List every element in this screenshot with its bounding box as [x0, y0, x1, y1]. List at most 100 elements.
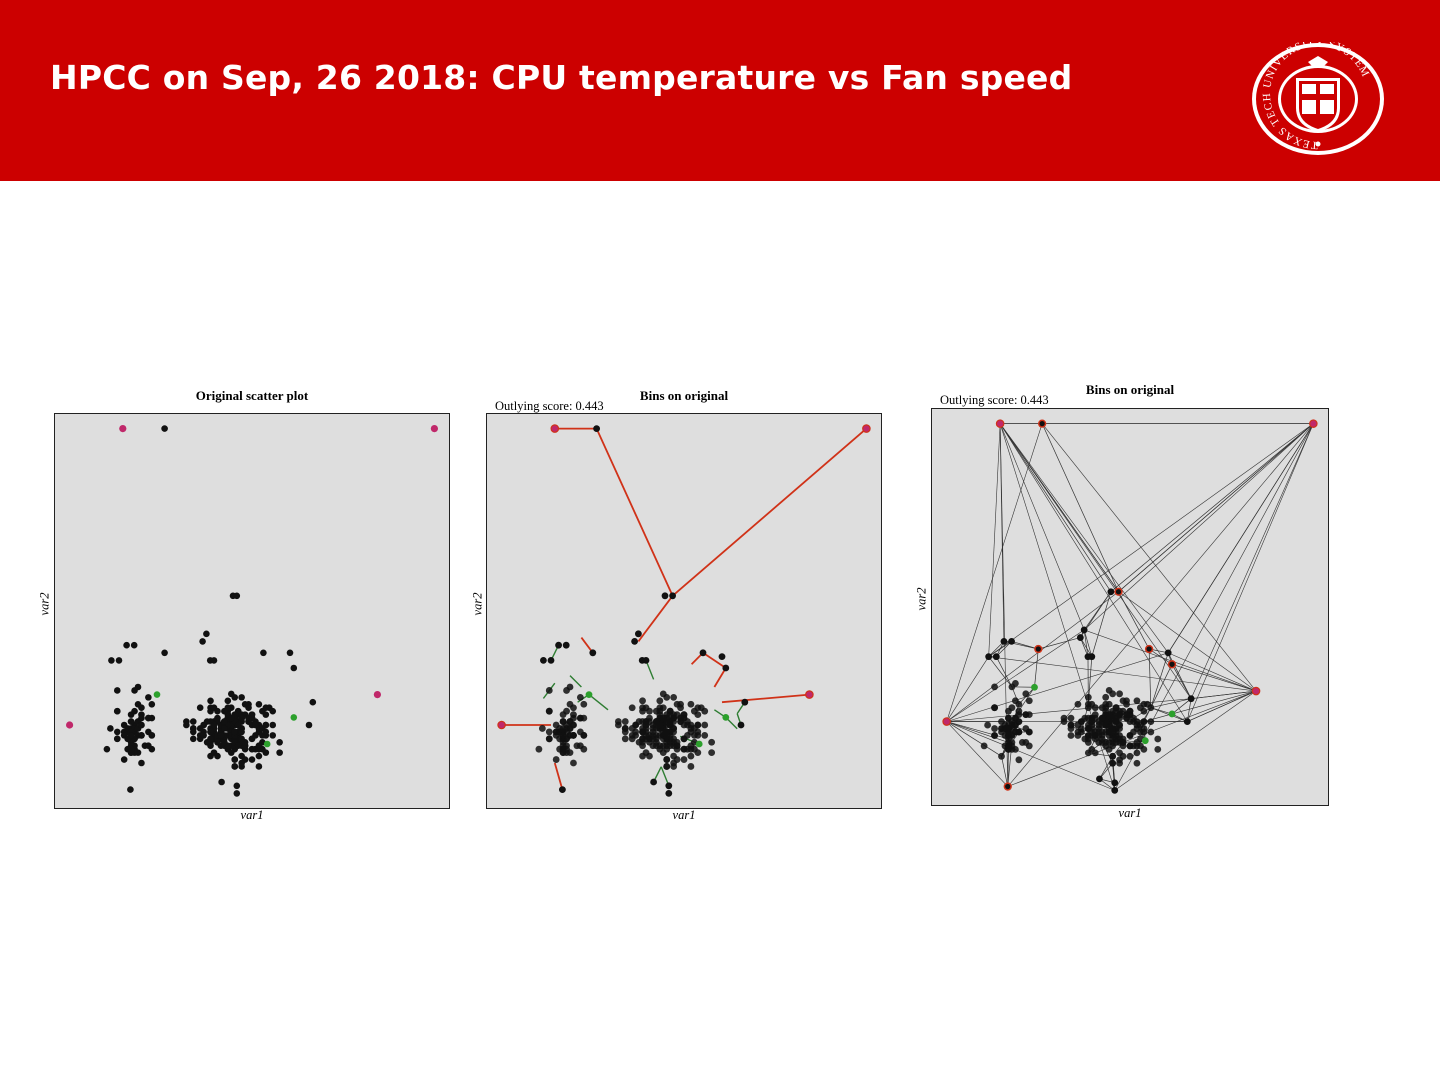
chart2-data-point [677, 714, 684, 722]
chart2-mst-edge [588, 694, 609, 711]
chart1-data-point [148, 714, 156, 722]
chart1-data-point [148, 700, 156, 708]
chart2-data-point [649, 731, 657, 739]
chart2-data-point [545, 707, 553, 715]
chart3-data-point [1084, 693, 1092, 701]
chart3-data-point [1022, 690, 1030, 698]
chart3-data-point [1008, 704, 1016, 712]
chart3-triangulation-edge [1114, 423, 1314, 791]
chart1-data-point [305, 721, 313, 729]
chart1-data-point [233, 790, 241, 797]
chart3-data-point [1015, 756, 1023, 764]
chart2-data-point [576, 693, 584, 701]
chart3-triangulation-edge [946, 629, 1085, 722]
chart3-title: Bins on original [1085, 382, 1175, 397]
chart2-data-point [563, 707, 570, 715]
chart1-data-point [127, 745, 135, 753]
chart3-data-point [1183, 718, 1191, 725]
chart2-data-point [652, 725, 660, 732]
chart2-data-point [593, 425, 600, 432]
chart3-data-point [991, 683, 998, 691]
chart2-data-point [589, 649, 597, 657]
chart3-triangulation-edge [946, 721, 1002, 757]
chart2-data-point [701, 721, 709, 729]
chart3-data-point [1081, 714, 1089, 722]
chart1-data-point [231, 763, 239, 770]
chart2-data-point [722, 664, 730, 672]
chart2-data-point [559, 745, 567, 753]
chart2-data-point [670, 725, 678, 732]
chart1-data-point [241, 700, 249, 708]
chart3-triangulation-edge [946, 591, 1119, 722]
chart3-triangulation-edge [946, 721, 1008, 787]
chart1-data-point [248, 745, 256, 753]
chart3-triangulation-edge [988, 423, 1001, 657]
chart1-data-point [161, 425, 168, 432]
chart3-triangulation-edge [946, 652, 1169, 722]
chart2-outlier-point [805, 690, 814, 699]
chart1-data-point [203, 630, 210, 638]
chart3-data-point [1154, 745, 1162, 753]
chart3-outlier-point [995, 419, 1005, 428]
chart1-green-point [290, 714, 298, 721]
chart1-y-axis-label: var2 [37, 592, 52, 616]
chart1-data-point [245, 714, 252, 722]
chart1-data-point [238, 752, 245, 760]
chart1-outlier-point [430, 425, 438, 433]
chart3-triangulation-edge [999, 423, 1169, 654]
chart3-data-point [1005, 742, 1012, 750]
chart3-data-point [1096, 775, 1103, 783]
chart3-data-point [1187, 695, 1195, 703]
chart1-data-point [108, 657, 115, 664]
chart3-data-point [984, 721, 992, 729]
chart2-data-point [559, 718, 567, 725]
chart1-data-point [286, 649, 294, 657]
chart2-data-point [701, 707, 709, 715]
chart3-triangulation-edge [999, 423, 1112, 592]
chart3-triangulation-edge [946, 721, 1115, 791]
chart1-data-point [269, 721, 277, 729]
chart3-triangulation-edge [1150, 664, 1173, 708]
chart3-triangulation-edge [1167, 423, 1314, 654]
chart2-data-point [632, 731, 640, 739]
chart3-data-point [1140, 707, 1148, 715]
chart2-mst-outlier-edge [702, 652, 727, 669]
chart2-data-point [555, 641, 562, 649]
chart2-mst-outlier-edge [595, 428, 674, 597]
chart3-data-point [998, 752, 1005, 760]
chart2-x-axis-label: var1 [672, 808, 696, 822]
chart3-data-point [1105, 686, 1113, 694]
chart1-data-point [276, 749, 283, 756]
chart3-triangulation-edge [999, 423, 1085, 631]
chart3-triangulation-edge [946, 721, 1009, 740]
chart2-green-point [585, 691, 593, 698]
chart1-data-point [255, 763, 263, 770]
chart1-data-point [252, 721, 259, 729]
chart3-triangulation-edge [1191, 690, 1257, 699]
chart1-data-point [233, 592, 241, 600]
chart3-data-point [1076, 634, 1084, 641]
chart2-mst-outlier-edge [553, 762, 564, 790]
chart1-data-point [276, 738, 283, 746]
chart3-data-point [1107, 588, 1115, 596]
chart2-data-point [718, 653, 726, 660]
chart3-triangulation-edge [1150, 698, 1192, 709]
chart1-data-point [238, 725, 245, 732]
chart1-data-point [221, 718, 228, 725]
chart3-data-point [1116, 690, 1123, 698]
chart3-flagged-point [1167, 660, 1177, 669]
chart1-data-point [127, 786, 134, 793]
chart3-triangulation-edge [1011, 641, 1039, 650]
chart3-data-point [1098, 704, 1106, 712]
chart3-flagged-point [1003, 782, 1012, 791]
chart2-data-point [563, 687, 570, 694]
chart3-triangulation-edge [999, 423, 1188, 722]
chart2-data-point [687, 752, 695, 760]
chart2-plot-area [486, 413, 882, 809]
chart1-data-point [227, 749, 235, 756]
chart1-title: Original scatter plot [195, 388, 309, 403]
chart3-triangulation-edge [946, 656, 989, 722]
chart2-data-point [684, 721, 691, 729]
chart3-triangulation-edge [988, 641, 1005, 657]
chart1-data-point [207, 728, 214, 736]
